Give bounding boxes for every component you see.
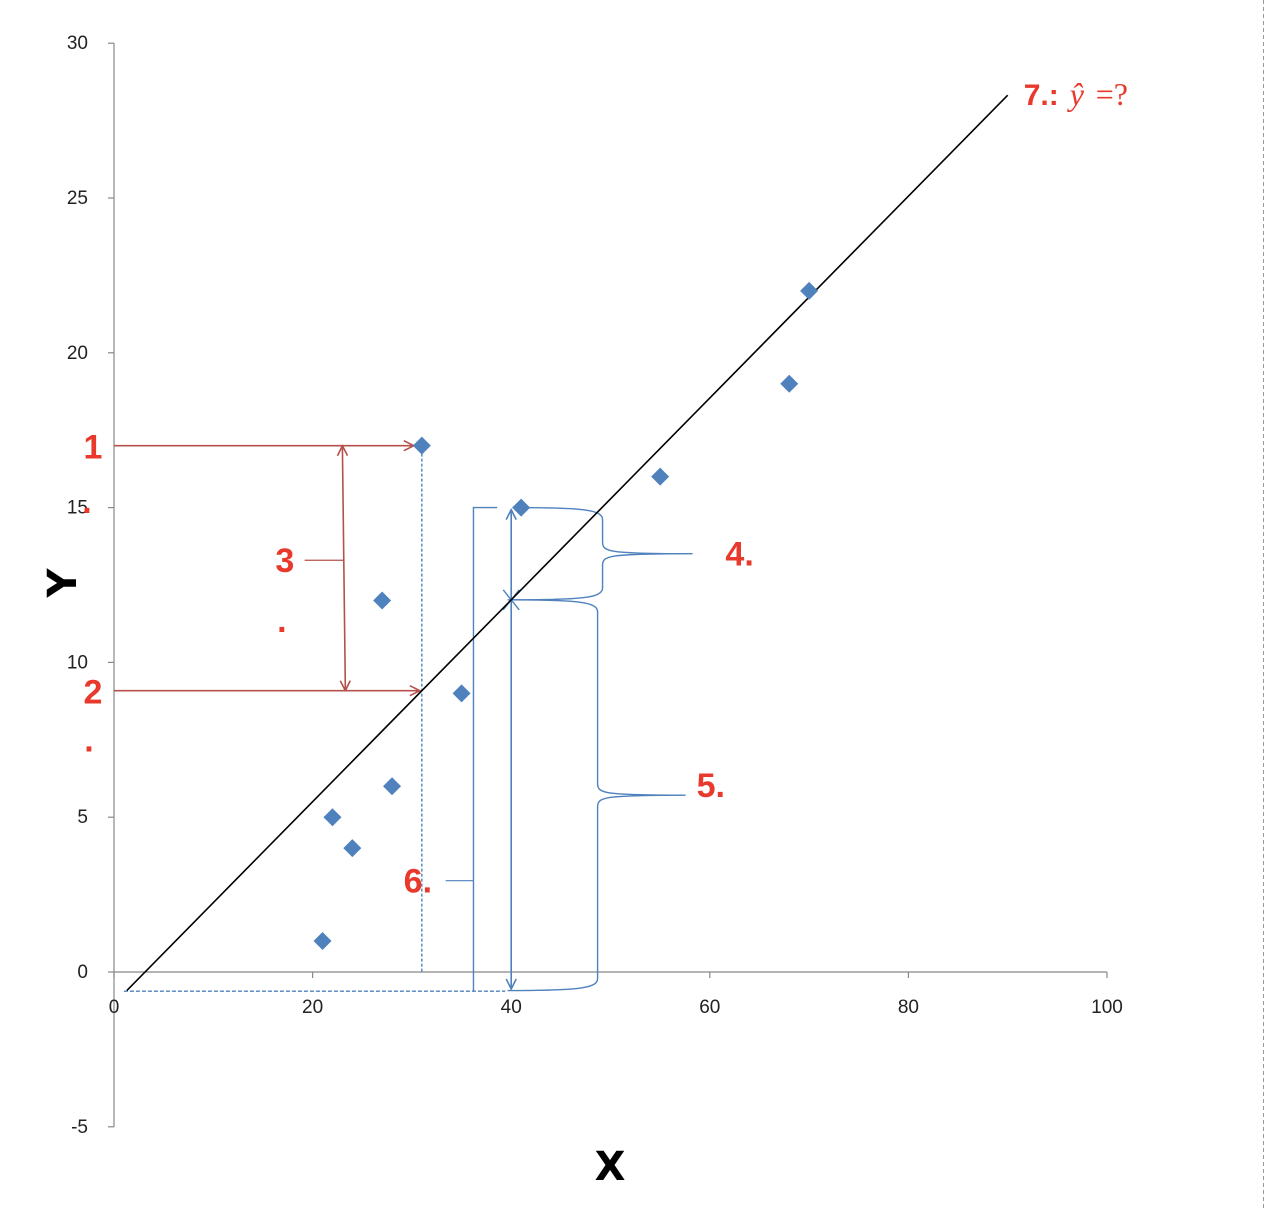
y-tick-label: 0	[77, 962, 88, 983]
data-point	[313, 932, 332, 951]
brace-5	[507, 599, 686, 992]
label-2-dot: .	[84, 721, 93, 759]
y-tick-label: -5	[71, 1117, 88, 1138]
data-point	[800, 281, 819, 300]
label-6: 6.	[404, 863, 432, 901]
data-point	[343, 839, 362, 858]
label-3: 3	[275, 542, 294, 580]
data-points	[313, 281, 819, 951]
residual-arrow	[342, 446, 345, 691]
y-tick-label: 20	[67, 343, 88, 364]
brace-4	[512, 506, 693, 601]
x-axis-title: X	[595, 1144, 626, 1190]
data-point	[412, 436, 431, 455]
label-5: 5.	[697, 767, 725, 805]
data-point	[452, 684, 471, 703]
data-point	[383, 777, 402, 796]
data-point	[373, 591, 392, 610]
label-1-dot: .	[82, 483, 91, 521]
tick-labels: -5 0 5 10 15 20 25 30 0 20 40 60 80 100	[67, 33, 1123, 1138]
y-axis-title: Y	[40, 567, 86, 598]
label-2: 2	[84, 673, 103, 711]
label-7-prefix: 7.:	[1024, 79, 1059, 112]
data-point	[651, 467, 670, 486]
x-tick-label: 0	[109, 997, 120, 1018]
y-tick-label: 30	[67, 33, 88, 54]
y-tick-label: 10	[67, 652, 88, 673]
data-point	[512, 498, 531, 517]
regression-line-group	[126, 94, 1009, 992]
label-7-yhat: ŷ	[1067, 76, 1085, 112]
x-tick-label: 60	[699, 997, 720, 1018]
y-tick-label: 5	[77, 807, 88, 828]
x-tick-label: 100	[1091, 997, 1123, 1018]
x-tick-label: 40	[501, 997, 522, 1018]
x-tick-label: 20	[302, 997, 323, 1018]
annotations: 1. 2. 3. 6. 4. 5. 7.: ŷ =?	[82, 76, 1128, 992]
axes	[108, 42, 1108, 1128]
regression-line	[126, 94, 1009, 992]
label-1: 1	[84, 429, 103, 467]
y-tick-label: 25	[67, 188, 88, 209]
y-tick-label: 15	[67, 498, 88, 519]
label-4: 4.	[725, 536, 753, 574]
data-point	[323, 808, 342, 827]
label-7-suffix: =?	[1096, 76, 1128, 112]
label-3-dot: .	[277, 602, 286, 640]
data-point	[780, 374, 799, 393]
bracket-6	[472, 506, 498, 991]
x-tick-label: 80	[898, 997, 919, 1018]
